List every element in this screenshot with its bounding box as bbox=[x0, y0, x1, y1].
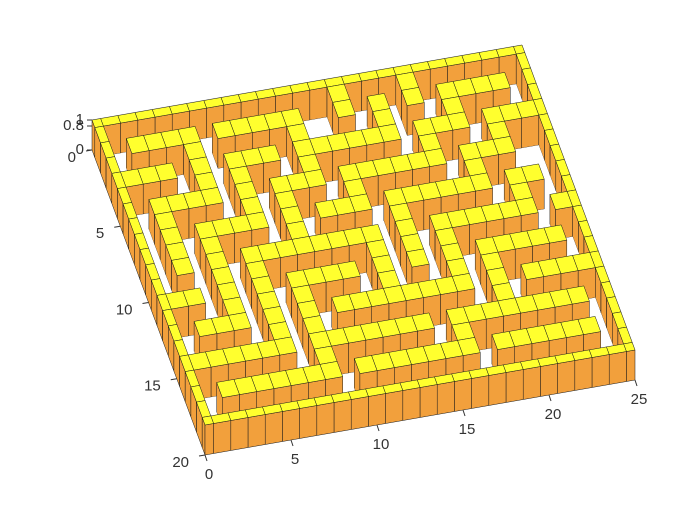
x-tick-label: 20 bbox=[545, 406, 562, 423]
surface-cell bbox=[201, 415, 214, 456]
cell-front-face bbox=[471, 375, 490, 409]
surface-cell bbox=[515, 99, 540, 149]
cell-front-face bbox=[350, 396, 369, 430]
cell-front-face bbox=[213, 420, 232, 454]
cell-top-face bbox=[201, 415, 214, 426]
y-tick bbox=[142, 302, 149, 304]
cell-front-face bbox=[540, 363, 558, 397]
x-tick bbox=[634, 379, 638, 387]
y-tick-label: 15 bbox=[144, 378, 161, 395]
y-tick bbox=[114, 225, 121, 228]
x-tick-label: 0 bbox=[205, 466, 213, 483]
cell-front-face bbox=[574, 357, 593, 391]
surface-cell bbox=[521, 145, 545, 164]
cell-front-face bbox=[608, 351, 627, 385]
cell-front-face bbox=[247, 414, 266, 448]
cell-top-face bbox=[125, 135, 150, 154]
cell-top-face bbox=[401, 87, 425, 106]
y-tick bbox=[170, 378, 177, 381]
y-tick-label: 0 bbox=[68, 149, 76, 166]
cell-front-face bbox=[204, 423, 214, 456]
cell-top-face bbox=[171, 257, 195, 276]
cell-floor bbox=[521, 145, 545, 164]
x-tick bbox=[290, 439, 294, 447]
cell-front-face bbox=[385, 390, 404, 424]
cell-front-face bbox=[521, 114, 540, 149]
x-tick-label: 10 bbox=[373, 436, 390, 453]
x-tick-label: 5 bbox=[291, 451, 299, 468]
cell-front-face bbox=[557, 360, 576, 394]
y-tick-label: 20 bbox=[172, 454, 189, 471]
cell-front-face bbox=[230, 417, 249, 451]
cell-top-face bbox=[353, 355, 378, 374]
z-tick-label: 1 bbox=[76, 111, 84, 128]
cell-top-face bbox=[193, 318, 218, 337]
cell-top-face bbox=[332, 99, 356, 118]
cell-front-face bbox=[488, 372, 507, 406]
cell-front-face bbox=[626, 349, 636, 382]
surface-cell bbox=[309, 117, 333, 136]
cell-top-face bbox=[406, 248, 430, 268]
x-tick bbox=[548, 394, 552, 402]
cell-front-face bbox=[505, 369, 524, 403]
cell-front-face bbox=[419, 384, 438, 418]
cell-floor bbox=[309, 117, 333, 136]
cell-front-face bbox=[299, 405, 318, 439]
x-tick-label: 15 bbox=[459, 421, 476, 438]
y-tick bbox=[198, 454, 206, 457]
cell-front-face bbox=[309, 86, 328, 121]
surface-cell bbox=[434, 276, 459, 325]
cell-front-face bbox=[436, 381, 455, 415]
cell-top-face bbox=[520, 261, 545, 280]
z-tick-label: 0.8 bbox=[63, 117, 84, 134]
cell-front-face bbox=[316, 402, 335, 436]
cell-front-face bbox=[402, 387, 421, 421]
x-tick bbox=[462, 409, 466, 417]
y-tick-label: 10 bbox=[116, 301, 133, 318]
cell-front-face bbox=[264, 411, 283, 445]
cell-top-face bbox=[216, 379, 240, 398]
y-tick-label: 5 bbox=[96, 225, 104, 242]
cell-top-face bbox=[331, 294, 355, 313]
cell-top-face bbox=[314, 199, 339, 219]
cell-front-face bbox=[454, 378, 472, 412]
cell-front-face bbox=[368, 393, 386, 427]
x-tick bbox=[204, 454, 208, 462]
cell-top-face bbox=[491, 331, 516, 350]
z-tick-label: 0 bbox=[76, 141, 84, 158]
cell-front-face bbox=[282, 408, 300, 442]
cell-front-face bbox=[333, 399, 352, 433]
surface-cell bbox=[416, 376, 438, 418]
cell-top-face bbox=[211, 120, 236, 139]
cell-front-face bbox=[591, 354, 610, 388]
surface-cell bbox=[331, 294, 355, 343]
cell-front-face bbox=[522, 366, 541, 400]
x-tick bbox=[376, 424, 380, 432]
x-tick-label: 25 bbox=[631, 391, 648, 408]
